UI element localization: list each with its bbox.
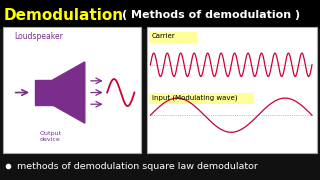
FancyBboxPatch shape — [3, 27, 141, 153]
Text: Loudspeaker: Loudspeaker — [14, 32, 63, 41]
FancyBboxPatch shape — [0, 0, 320, 29]
Polygon shape — [53, 62, 85, 123]
FancyBboxPatch shape — [35, 80, 53, 105]
Text: ( Methods of demodulation ): ( Methods of demodulation ) — [122, 10, 300, 20]
Text: Output
device: Output device — [40, 131, 62, 142]
FancyBboxPatch shape — [149, 31, 197, 43]
FancyBboxPatch shape — [149, 93, 254, 104]
Text: Input (Modulating wave): Input (Modulating wave) — [152, 94, 237, 101]
FancyBboxPatch shape — [147, 27, 317, 153]
Text: methods of demodulation square law demodulator: methods of demodulation square law demod… — [14, 162, 258, 171]
Text: Demodulation: Demodulation — [3, 8, 123, 23]
Text: Carrier: Carrier — [152, 33, 176, 39]
